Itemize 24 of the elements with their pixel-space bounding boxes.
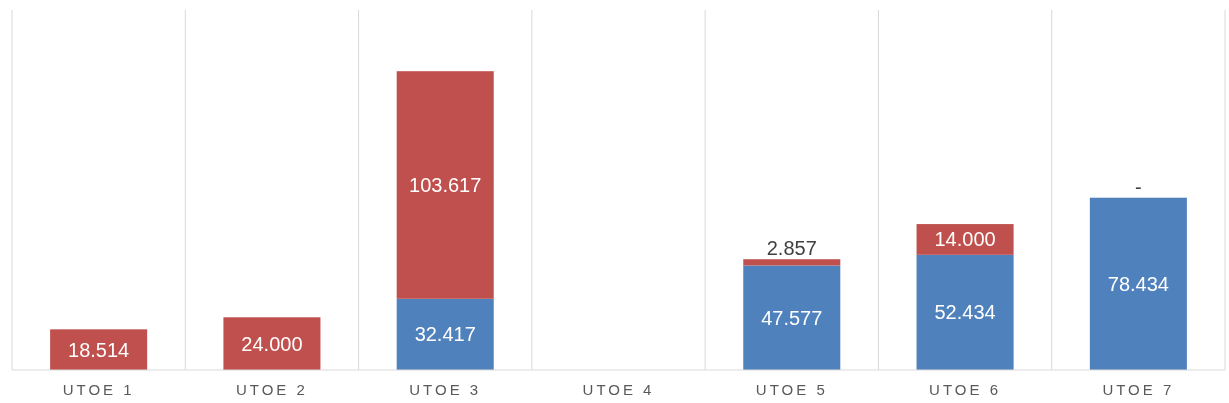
data-label: 24.000 <box>241 332 303 355</box>
x-tick-label: UTOE 5 <box>755 381 828 398</box>
x-tick-label: UTOE 3 <box>409 381 482 398</box>
data-label: 18.514 <box>68 338 130 361</box>
x-tick-label: UTOE 1 <box>62 381 135 398</box>
data-label: 103.617 <box>409 174 482 196</box>
data-label: 32.417 <box>414 323 476 346</box>
x-tick-label: UTOE 6 <box>929 381 1002 398</box>
x-tick-label: UTOE 2 <box>235 381 308 398</box>
data-label: - <box>1135 175 1142 198</box>
bar <box>916 254 1014 370</box>
bar <box>223 317 321 370</box>
data-label: 2.857 <box>766 237 817 260</box>
x-tick-label: UTOE 4 <box>582 381 655 398</box>
bar <box>396 298 494 370</box>
bar <box>743 265 841 370</box>
bar <box>1089 197 1187 370</box>
bar <box>396 71 494 299</box>
data-label: 14.000 <box>934 228 996 251</box>
bar <box>743 259 841 266</box>
data-label: 47.577 <box>761 306 823 329</box>
data-label: 52.434 <box>934 301 996 324</box>
x-tick-label: UTOE 7 <box>1102 381 1175 398</box>
data-label: 78.434 <box>1107 272 1169 295</box>
